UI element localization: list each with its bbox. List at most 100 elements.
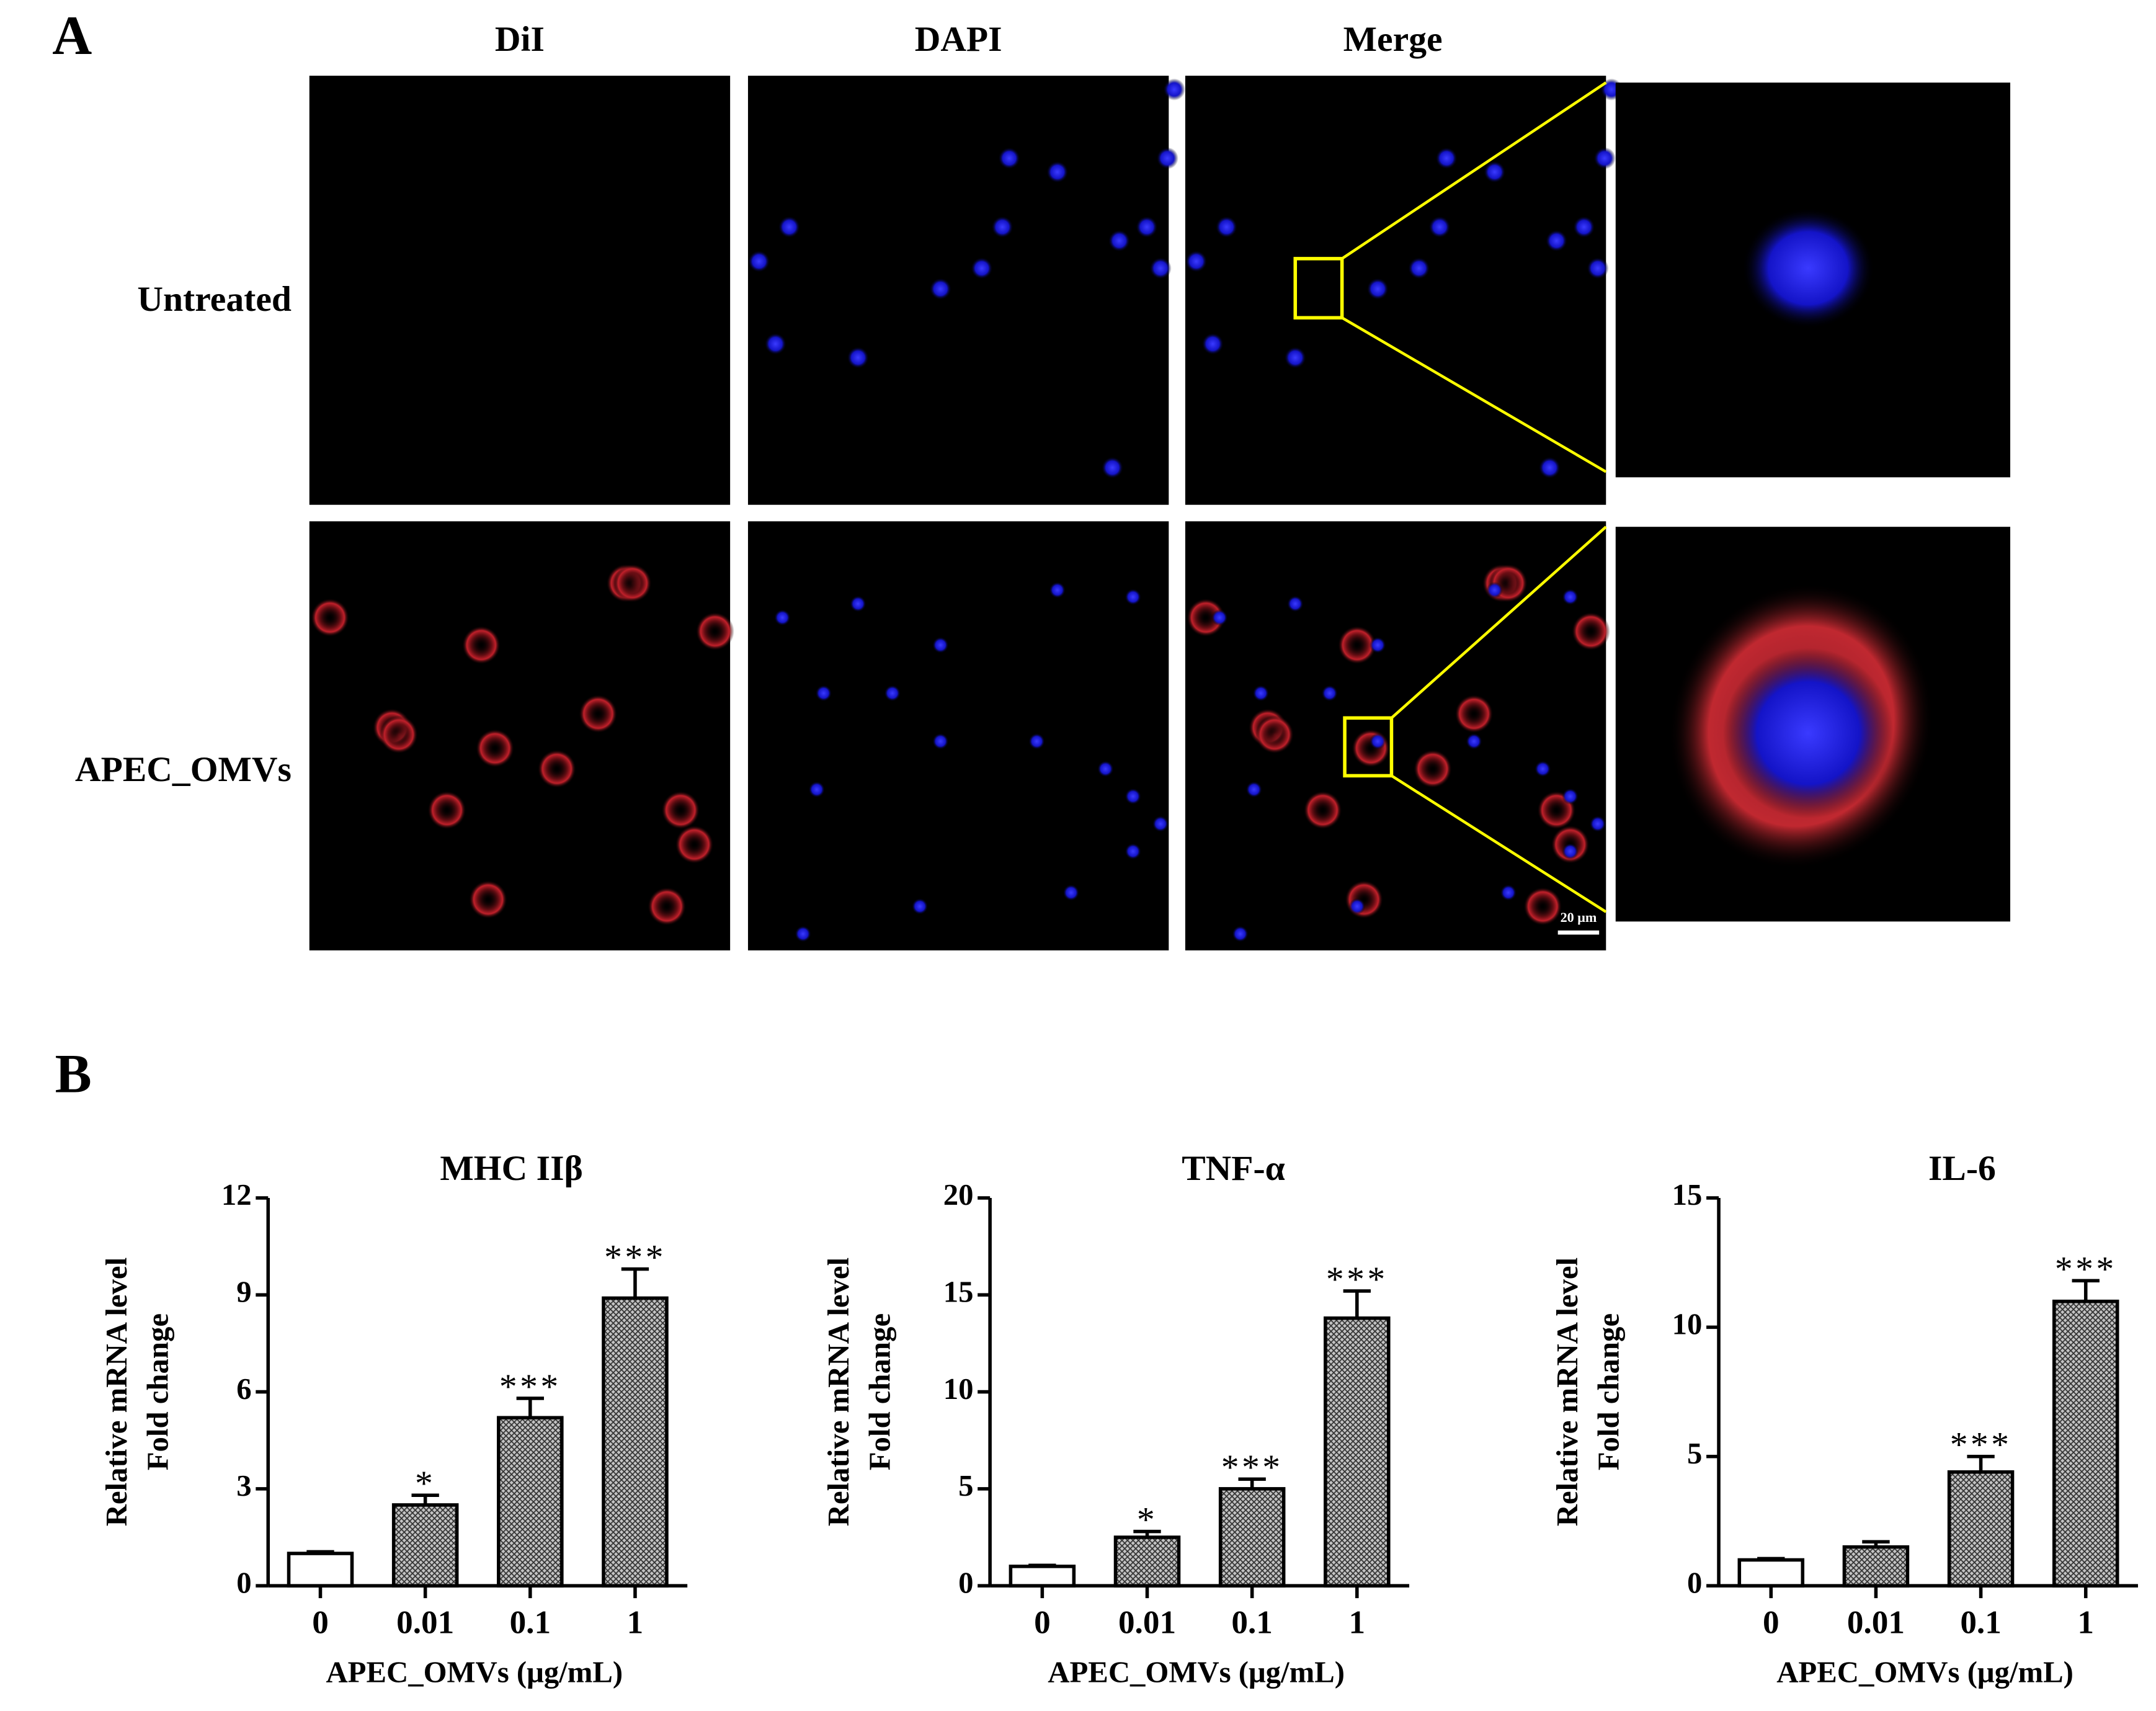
cell <box>661 790 700 829</box>
cell <box>1163 78 1185 101</box>
micrograph <box>1185 521 1610 950</box>
cell <box>695 612 734 651</box>
panel-label: A <box>52 6 92 66</box>
cell <box>1046 161 1069 183</box>
bar <box>1009 1565 1076 1588</box>
cell <box>1562 843 1579 860</box>
cell <box>1545 230 1568 252</box>
cell <box>1348 898 1366 915</box>
x-axis-label: APEC_OMVs (μg/mL) <box>1048 1655 1345 1689</box>
micrographs <box>309 76 2011 950</box>
cell <box>1101 457 1124 479</box>
y-tick-label: 9 <box>236 1275 251 1308</box>
micrograph-bg <box>309 521 731 950</box>
y-axis-label: Fold change <box>141 1313 175 1470</box>
cell <box>537 749 576 788</box>
cell <box>1587 257 1609 280</box>
cell <box>884 685 901 702</box>
micrograph <box>309 521 734 950</box>
cell <box>1303 790 1342 829</box>
cell <box>427 790 466 829</box>
zoom-inset <box>1615 83 2011 478</box>
cell <box>1337 625 1377 664</box>
cell <box>1369 733 1386 750</box>
cell <box>311 598 350 637</box>
cell <box>1593 147 1616 169</box>
y-tick-label: 15 <box>1672 1178 1703 1212</box>
scale-bar-label: 20 μm <box>1561 909 1597 925</box>
cell <box>847 346 870 369</box>
cell <box>929 277 952 300</box>
cell <box>1534 761 1551 777</box>
y-tick-label: 10 <box>943 1372 974 1406</box>
bar <box>497 1416 564 1588</box>
y-tick-label: 3 <box>236 1469 251 1503</box>
zoom-box <box>1343 716 1394 778</box>
y-tick-label: 20 <box>943 1178 974 1212</box>
cell <box>1486 581 1503 599</box>
x-tick-label: 1 <box>1348 1604 1365 1641</box>
cell <box>998 147 1020 169</box>
nucleus <box>1742 207 1874 329</box>
cell <box>476 729 515 768</box>
cell <box>1252 685 1270 702</box>
x-tick-label: 0.01 <box>396 1604 454 1641</box>
x-tick-label: 0.1 <box>1231 1604 1272 1641</box>
y-axis-label: Relative mRNA level <box>1551 1258 1584 1526</box>
cell <box>1428 216 1451 238</box>
row-label: APEC_OMVs <box>75 750 292 789</box>
y-tick-label: 5 <box>958 1469 973 1503</box>
micrograph <box>747 76 1185 505</box>
cell <box>1049 581 1066 599</box>
chart-title: IL-6 <box>1928 1149 1996 1188</box>
cell <box>1562 588 1579 605</box>
cell <box>815 685 832 702</box>
x-axis-label: APEC_OMVs (μg/mL) <box>326 1655 623 1689</box>
cell <box>1523 887 1562 926</box>
y-tick-label: 10 <box>1672 1308 1703 1341</box>
chart-title: MHC IIβ <box>440 1149 582 1188</box>
x-axis-label: APEC_OMVs (μg/mL) <box>1776 1655 2074 1689</box>
micrograph-bg <box>309 76 731 505</box>
cell <box>1125 788 1141 805</box>
cell <box>1187 598 1226 637</box>
cell <box>1125 843 1141 860</box>
y-axis-label: Fold change <box>863 1313 896 1470</box>
cell <box>1573 216 1595 238</box>
nucleus <box>1722 648 1894 819</box>
cell <box>461 625 501 664</box>
cell <box>1185 250 1208 273</box>
cell <box>1369 637 1386 654</box>
cell <box>1215 216 1238 238</box>
y-tick-label: 0 <box>958 1566 973 1599</box>
cell <box>1062 884 1080 901</box>
cell <box>1028 733 1045 750</box>
y-tick-label: 0 <box>1687 1566 1702 1599</box>
cell <box>1125 588 1141 605</box>
cell <box>648 887 687 926</box>
cell <box>1466 733 1482 750</box>
y-tick-label: 15 <box>943 1275 974 1308</box>
cell <box>1255 715 1294 754</box>
zoom-line <box>1341 316 1607 473</box>
cell <box>1571 612 1610 651</box>
cell <box>764 333 787 355</box>
micrograph-bg <box>747 76 1169 505</box>
cell <box>1152 815 1169 833</box>
cell <box>1538 457 1561 479</box>
x-tick-label: 0 <box>1763 1604 1780 1641</box>
cell <box>1483 161 1506 183</box>
y-tick-label: 0 <box>236 1566 251 1599</box>
bar <box>1842 1545 1910 1588</box>
x-tick-label: 1 <box>627 1604 644 1641</box>
cell <box>1500 884 1517 901</box>
cell <box>991 216 1013 238</box>
cell <box>1136 216 1158 238</box>
micrograph-bg <box>1185 76 1606 505</box>
micrograph <box>309 76 731 505</box>
bar <box>602 1296 669 1588</box>
cell <box>1366 277 1389 300</box>
cell <box>1454 694 1494 733</box>
bar <box>1324 1316 1391 1588</box>
